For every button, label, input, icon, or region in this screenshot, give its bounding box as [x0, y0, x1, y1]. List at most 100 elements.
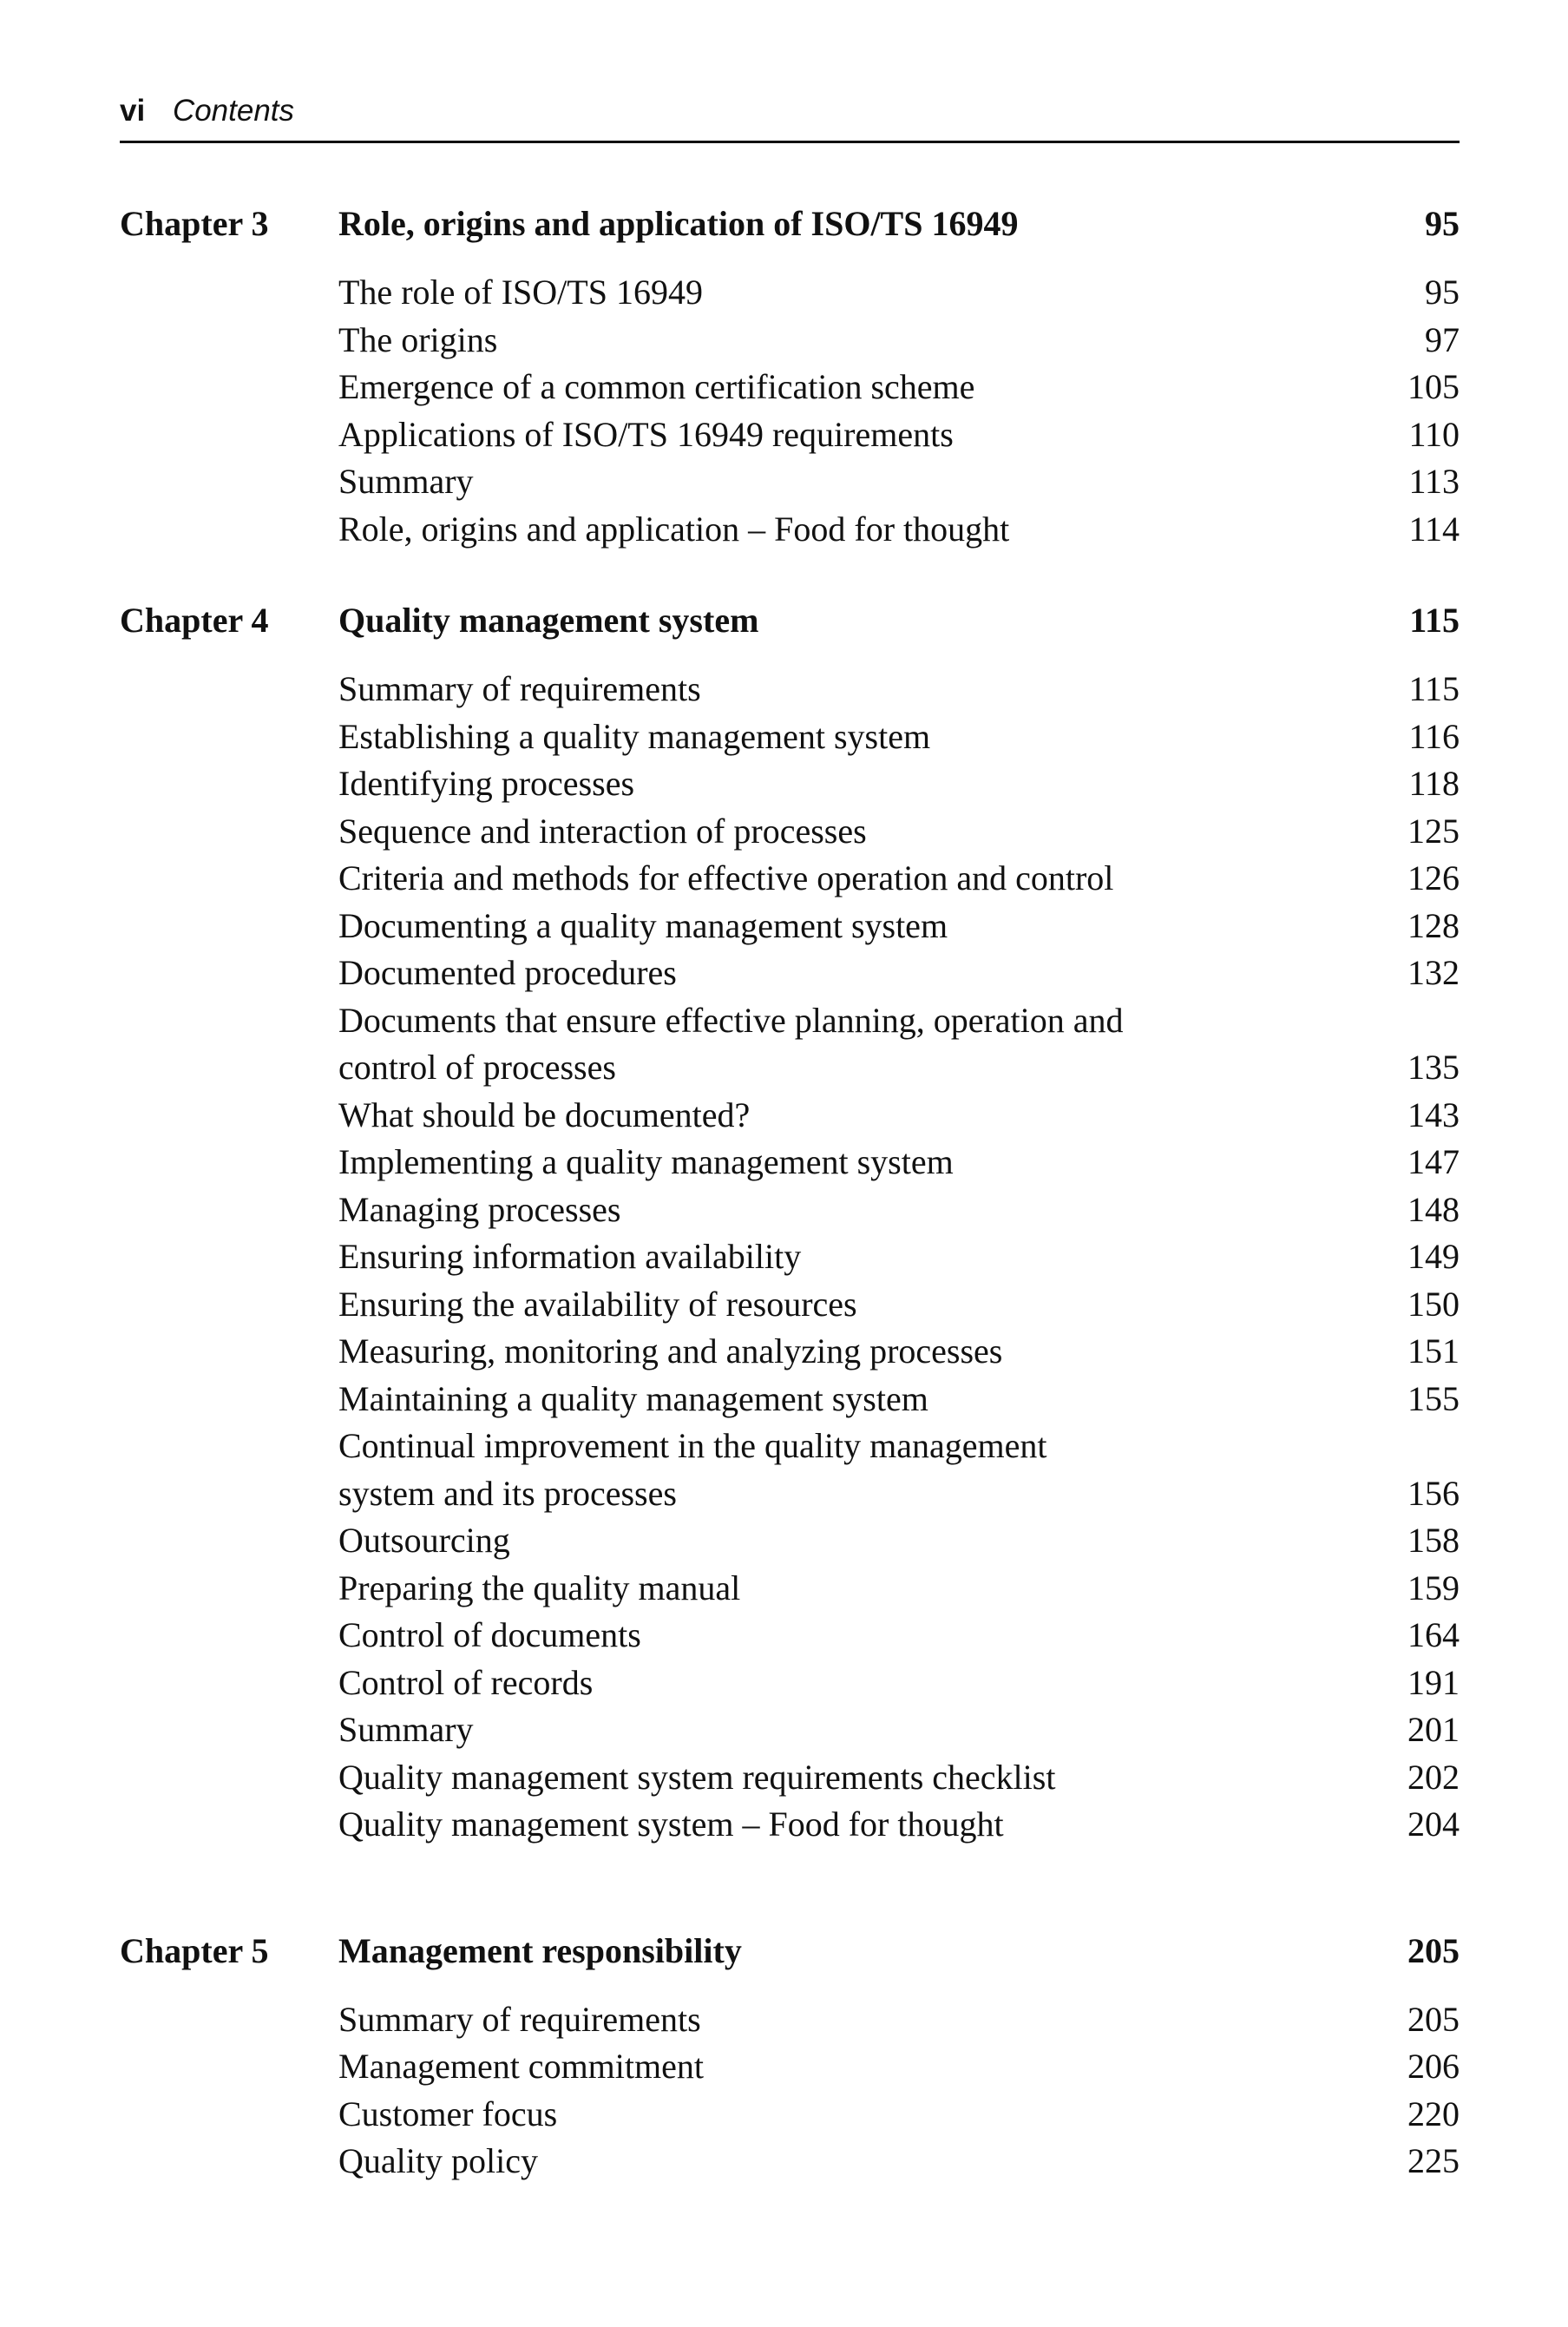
- entry-title: Quality management system requirements c…: [338, 1757, 1056, 1797]
- chapter-title: Role, origins and application of ISO/TS …: [338, 204, 1019, 243]
- entry-page-number: 125: [1407, 811, 1460, 851]
- entry-title: The origins: [338, 319, 498, 359]
- entry-title: Management commitment: [338, 2047, 704, 2086]
- entry-page-number: 220: [1407, 2094, 1460, 2133]
- entry-title: Continual improvement in the quality man…: [338, 1426, 1047, 1513]
- entry-title: Control of records: [338, 1662, 594, 1702]
- toc-entry: Documented procedures 132: [338, 950, 1460, 997]
- toc-entry: Identifying processes 118: [338, 760, 1460, 808]
- toc-entry: Continual improvement in the quality man…: [338, 1423, 1460, 1517]
- toc-entry: Ensuring the availability of resources 15…: [338, 1281, 1460, 1329]
- entry-page-number: 126: [1407, 858, 1460, 897]
- toc-entry: Documenting a quality management system 1…: [338, 903, 1460, 950]
- entry-title: Establishing a quality management system: [338, 716, 931, 756]
- entry-title: Documented procedures: [338, 953, 677, 992]
- entry-page-number: 150: [1407, 1284, 1460, 1324]
- entry-title: Outsourcing: [338, 1521, 510, 1560]
- toc-entry: Implementing a quality management system…: [338, 1139, 1460, 1187]
- chapter-section: Chapter 4 Quality management system 115 Sum…: [120, 596, 1460, 1849]
- toc-entry: Summary 113: [338, 458, 1460, 506]
- entry-title: Summary of requirements: [338, 1999, 701, 2039]
- entry-page-number: 202: [1407, 1757, 1460, 1797]
- toc-entry: Maintaining a quality management system 1…: [338, 1376, 1460, 1423]
- chapter-label: Chapter 4: [120, 601, 269, 640]
- entry-title: Ensuring information availability: [338, 1237, 802, 1276]
- entry-title: Summary of requirements: [338, 669, 701, 708]
- entry-title: What should be documented?: [338, 1094, 751, 1134]
- entry-page-number: 97: [1425, 319, 1460, 359]
- entry-page-number: 164: [1407, 1615, 1460, 1654]
- toc-entry: Documents that ensure effective planning…: [338, 997, 1460, 1092]
- toc-entry: Quality policy 225: [338, 2138, 1460, 2186]
- entry-page-number: 128: [1407, 905, 1460, 945]
- entry-page-number: 201: [1407, 1710, 1460, 1749]
- entry-page-number: 159: [1407, 1568, 1460, 1607]
- entry-page-number: 158: [1407, 1521, 1460, 1560]
- entry-page-number: 191: [1407, 1662, 1460, 1702]
- toc-entry: Role, origins and application – Food for…: [338, 506, 1460, 554]
- chapter-page-number: 95: [1425, 204, 1460, 243]
- entry-page-number: 147: [1407, 1142, 1460, 1181]
- chapter-section: Chapter 5 Management responsibility 205 Sum…: [120, 1927, 1460, 2186]
- chapter-page-number: 205: [1407, 1930, 1460, 1970]
- entry-title: Measuring, monitoring and analyzing proc…: [338, 1331, 1003, 1371]
- entry-page-number: 110: [1408, 414, 1460, 454]
- entry-page-number: 113: [1408, 462, 1460, 501]
- toc-entry: Management commitment 206: [338, 2043, 1460, 2091]
- toc-entry: Measuring, monitoring and analyzing proc…: [338, 1328, 1460, 1376]
- toc-entry: What should be documented? 143: [338, 1092, 1460, 1140]
- toc-entry: Summary 201: [338, 1706, 1460, 1754]
- chapter-heading: Chapter 3 Role, origins and application o…: [120, 200, 1460, 248]
- entry-title: Control of documents: [338, 1615, 641, 1654]
- toc-entry: Customer focus 220: [338, 2091, 1460, 2139]
- toc-entry: Preparing the quality manual 159: [338, 1565, 1460, 1613]
- toc-entry: Summary of requirements 115: [338, 666, 1460, 713]
- running-title: Contents: [172, 94, 295, 128]
- entry-list: The role of ISO/TS 16949 95 The origins 97 E…: [120, 269, 1460, 553]
- entry-title: Implementing a quality management system: [338, 1142, 954, 1181]
- entry-title: Ensuring the availability of resources: [338, 1284, 857, 1324]
- entry-page-number: 118: [1408, 764, 1460, 803]
- entry-title: Summary: [338, 1710, 474, 1749]
- toc-entry: Emergence of a common certification sche…: [338, 364, 1460, 411]
- toc-entry: Ensuring information availability 149: [338, 1233, 1460, 1281]
- toc-entry: Criteria and methods for effective opera…: [338, 855, 1460, 903]
- entry-title: Summary: [338, 462, 474, 501]
- chapter-title: Management responsibility: [338, 1930, 742, 1970]
- toc-entry: Establishing a quality management system…: [338, 713, 1460, 761]
- chapter-title: Quality management system: [338, 601, 759, 640]
- toc-entry: Outsourcing 158: [338, 1517, 1460, 1565]
- entry-title: Preparing the quality manual: [338, 1568, 741, 1607]
- entry-page-number: 135: [1407, 1048, 1460, 1087]
- entry-page-number: 143: [1407, 1094, 1460, 1134]
- toc-entry: Quality management system requirements c…: [338, 1754, 1460, 1802]
- entry-page-number: 132: [1407, 953, 1460, 992]
- page-number: vi: [120, 94, 146, 128]
- entry-list: Summary of requirements 115 Establishing a…: [120, 666, 1460, 1849]
- entry-title: Applications of ISO/TS 16949 requirement…: [338, 414, 954, 454]
- toc-entry: Control of records 191: [338, 1660, 1460, 1707]
- entry-page-number: 225: [1407, 2141, 1460, 2180]
- entry-page-number: 95: [1425, 273, 1460, 312]
- entry-title: Role, origins and application – Food for…: [338, 509, 1010, 549]
- running-header: vi Contents: [120, 94, 1460, 143]
- toc-entry: The origins 97: [338, 317, 1460, 365]
- table-of-contents: Chapter 3 Role, origins and application o…: [120, 200, 1460, 2186]
- entry-page-number: 206: [1407, 2047, 1460, 2086]
- toc-entry: Summary of requirements 205: [338, 1996, 1460, 2044]
- entry-title: Managing processes: [338, 1189, 621, 1229]
- entry-title: Documents that ensure effective planning…: [338, 1000, 1124, 1088]
- entry-page-number: 105: [1407, 367, 1460, 406]
- entry-title: The role of ISO/TS 16949: [338, 273, 703, 312]
- chapter-heading: Chapter 4 Quality management system 115: [120, 596, 1460, 645]
- toc-entry: The role of ISO/TS 16949 95: [338, 269, 1460, 317]
- toc-entry: Managing processes 148: [338, 1187, 1460, 1234]
- chapter-label: Chapter 5: [120, 1930, 269, 1970]
- entry-page-number: 204: [1407, 1804, 1460, 1844]
- entry-page-number: 115: [1408, 669, 1460, 708]
- entry-title: Customer focus: [338, 2094, 558, 2133]
- chapter-page-number: 115: [1409, 601, 1460, 640]
- toc-entry: Applications of ISO/TS 16949 requirement…: [338, 411, 1460, 459]
- toc-entry: Quality management system – Food for tho…: [338, 1801, 1460, 1849]
- chapter-label: Chapter 3: [120, 204, 269, 243]
